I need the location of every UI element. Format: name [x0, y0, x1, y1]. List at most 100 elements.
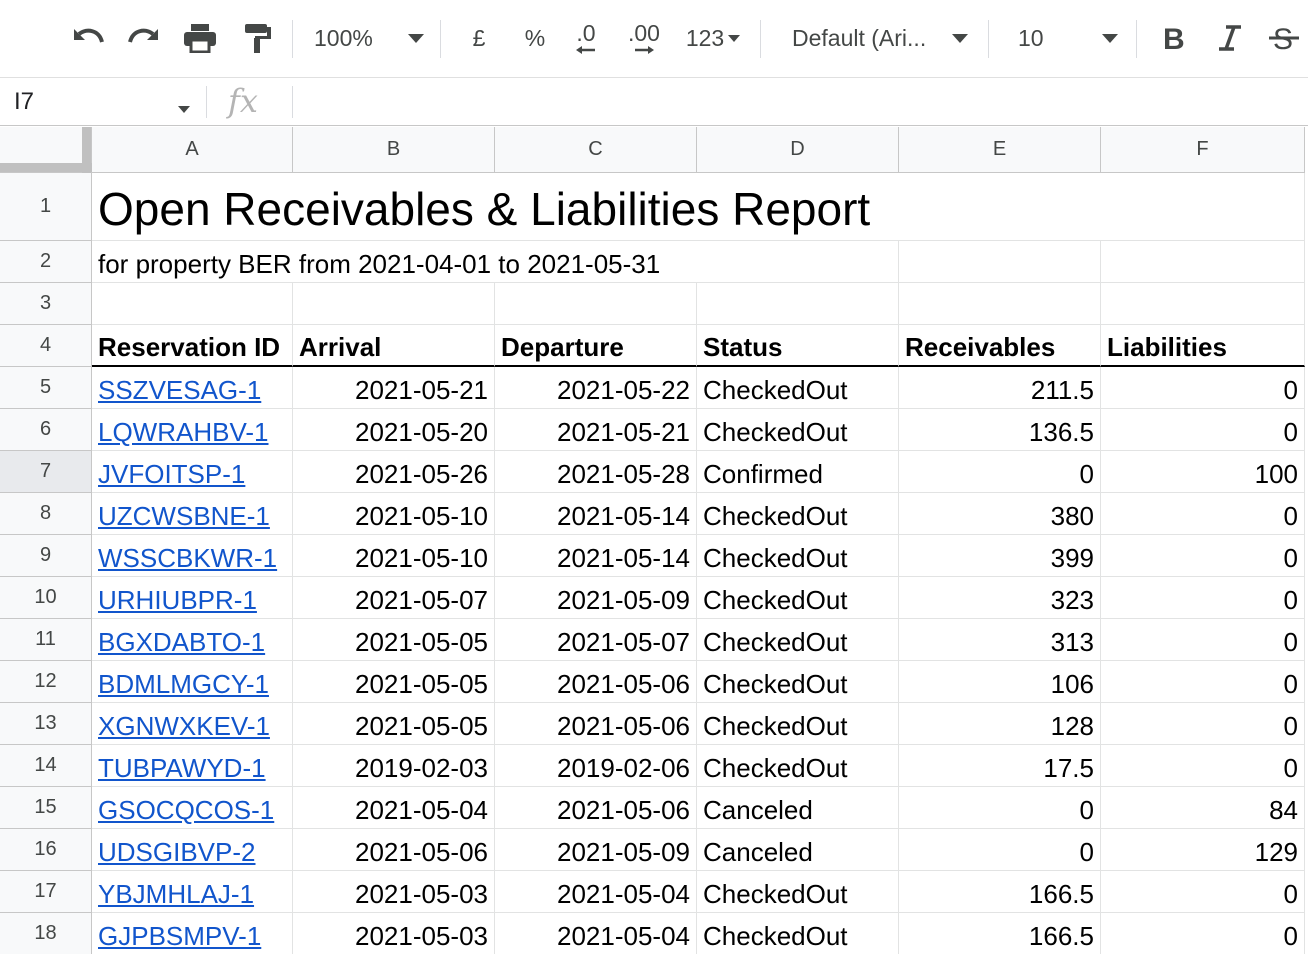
receivables-cell[interactable]: 0: [899, 787, 1101, 829]
cell-d3[interactable]: [697, 283, 899, 325]
status-cell[interactable]: CheckedOut: [697, 409, 899, 451]
font-size-select[interactable]: 10: [1018, 18, 1068, 58]
redo-icon[interactable]: [122, 18, 166, 58]
liabilities-cell[interactable]: 0: [1101, 703, 1305, 745]
reservation-id-link[interactable]: UDSGIBVP-2: [98, 837, 256, 867]
liabilities-cell[interactable]: 0: [1101, 871, 1305, 913]
paint-format-icon[interactable]: [236, 18, 280, 58]
reservation-link[interactable]: GSOCQCOS-1: [92, 787, 293, 829]
receivables-cell[interactable]: 136.5: [899, 409, 1101, 451]
liabilities-cell[interactable]: 0: [1101, 619, 1305, 661]
row-header-15[interactable]: 15: [0, 787, 92, 829]
row-header-3[interactable]: 3: [0, 283, 92, 325]
reservation-link[interactable]: LQWRAHBV-1: [92, 409, 293, 451]
font-select[interactable]: Default (Ari...: [792, 18, 942, 58]
cell-f3[interactable]: [1101, 283, 1305, 325]
reservation-link[interactable]: WSSCBKWR-1: [92, 535, 293, 577]
reservation-link[interactable]: TUBPAWYD-1: [92, 745, 293, 787]
row-header-1[interactable]: 1: [0, 173, 92, 241]
arrival-cell[interactable]: 2021-05-05: [293, 703, 495, 745]
cell-e3[interactable]: [899, 283, 1101, 325]
name-box[interactable]: I7: [14, 88, 35, 115]
status-cell[interactable]: Confirmed: [697, 451, 899, 493]
liabilities-cell[interactable]: 0: [1101, 535, 1305, 577]
cell-c3[interactable]: [495, 283, 697, 325]
arrival-cell[interactable]: 2021-05-03: [293, 871, 495, 913]
reservation-link[interactable]: YBJMHLAJ-1: [92, 871, 293, 913]
table-header-cell[interactable]: Receivables: [899, 325, 1101, 367]
status-cell[interactable]: CheckedOut: [697, 577, 899, 619]
row-header-9[interactable]: 9: [0, 535, 92, 577]
receivables-cell[interactable]: 0: [899, 829, 1101, 871]
reservation-id-link[interactable]: BGXDABTO-1: [98, 627, 266, 657]
row-header-11[interactable]: 11: [0, 619, 92, 661]
liabilities-cell[interactable]: 0: [1101, 577, 1305, 619]
departure-cell[interactable]: 2021-05-04: [495, 913, 697, 954]
arrival-cell[interactable]: 2021-05-26: [293, 451, 495, 493]
row-header-7[interactable]: 7: [0, 451, 92, 493]
increase-decimals-button[interactable]: .00: [622, 18, 666, 58]
status-cell[interactable]: CheckedOut: [697, 913, 899, 954]
row-header-17[interactable]: 17: [0, 871, 92, 913]
receivables-cell[interactable]: 106: [899, 661, 1101, 703]
row-header-6[interactable]: 6: [0, 409, 92, 451]
table-header-cell[interactable]: Liabilities: [1101, 325, 1305, 367]
status-cell[interactable]: CheckedOut: [697, 535, 899, 577]
departure-cell[interactable]: 2021-05-06: [495, 787, 697, 829]
column-header-f[interactable]: F: [1101, 127, 1305, 173]
formula-input[interactable]: [300, 88, 1300, 118]
number-format-select[interactable]: 123: [678, 18, 748, 58]
reservation-link[interactable]: BDMLMGCY-1: [92, 661, 293, 703]
table-header-cell[interactable]: Arrival: [293, 325, 495, 367]
status-cell[interactable]: CheckedOut: [697, 871, 899, 913]
arrival-cell[interactable]: 2021-05-05: [293, 619, 495, 661]
cell-f2[interactable]: [1101, 241, 1305, 283]
receivables-cell[interactable]: 211.5: [899, 367, 1101, 409]
status-cell[interactable]: Canceled: [697, 787, 899, 829]
column-header-d[interactable]: D: [697, 127, 899, 173]
table-header-cell[interactable]: Status: [697, 325, 899, 367]
reservation-id-link[interactable]: UZCWSBNE-1: [98, 501, 270, 531]
arrival-cell[interactable]: 2021-05-06: [293, 829, 495, 871]
arrival-cell[interactable]: 2019-02-03: [293, 745, 495, 787]
decrease-decimals-button[interactable]: .0: [566, 18, 606, 58]
departure-cell[interactable]: 2021-05-07: [495, 619, 697, 661]
italic-icon[interactable]: [1210, 18, 1250, 58]
liabilities-cell[interactable]: 0: [1101, 493, 1305, 535]
row-header-12[interactable]: 12: [0, 661, 92, 703]
arrival-cell[interactable]: 2021-05-10: [293, 493, 495, 535]
arrival-cell[interactable]: 2021-05-05: [293, 661, 495, 703]
reservation-id-link[interactable]: SSZVESAG-1: [98, 375, 262, 405]
status-cell[interactable]: Canceled: [697, 829, 899, 871]
receivables-cell[interactable]: 323: [899, 577, 1101, 619]
receivables-cell[interactable]: 17.5: [899, 745, 1101, 787]
receivables-cell[interactable]: 399: [899, 535, 1101, 577]
receivables-cell[interactable]: 380: [899, 493, 1101, 535]
departure-cell[interactable]: 2021-05-14: [495, 535, 697, 577]
receivables-cell[interactable]: 0: [899, 451, 1101, 493]
status-cell[interactable]: CheckedOut: [697, 367, 899, 409]
row-header-5[interactable]: 5: [0, 367, 92, 409]
row-header-16[interactable]: 16: [0, 829, 92, 871]
reservation-link[interactable]: GJPBSMPV-1: [92, 913, 293, 954]
liabilities-cell[interactable]: 0: [1101, 661, 1305, 703]
column-header-e[interactable]: E: [899, 127, 1101, 173]
reservation-link[interactable]: URHIUBPR-1: [92, 577, 293, 619]
arrival-cell[interactable]: 2021-05-03: [293, 913, 495, 954]
arrival-cell[interactable]: 2021-05-21: [293, 367, 495, 409]
chevron-down-icon[interactable]: [178, 100, 190, 118]
reservation-id-link[interactable]: XGNWXKEV-1: [98, 711, 270, 741]
strikethrough-icon[interactable]: S: [1264, 18, 1304, 58]
cell-f1[interactable]: [1101, 173, 1305, 241]
row-header-13[interactable]: 13: [0, 703, 92, 745]
chevron-down-icon[interactable]: [948, 18, 972, 58]
chevron-down-icon[interactable]: [1098, 18, 1122, 58]
departure-cell[interactable]: 2021-05-04: [495, 871, 697, 913]
row-header-18[interactable]: 18: [0, 913, 92, 954]
liabilities-cell[interactable]: 0: [1101, 409, 1305, 451]
arrival-cell[interactable]: 2021-05-07: [293, 577, 495, 619]
arrival-cell[interactable]: 2021-05-10: [293, 535, 495, 577]
column-header-b[interactable]: B: [293, 127, 495, 173]
zoom-select[interactable]: 100%: [314, 18, 394, 58]
column-header-a[interactable]: A: [92, 127, 293, 173]
